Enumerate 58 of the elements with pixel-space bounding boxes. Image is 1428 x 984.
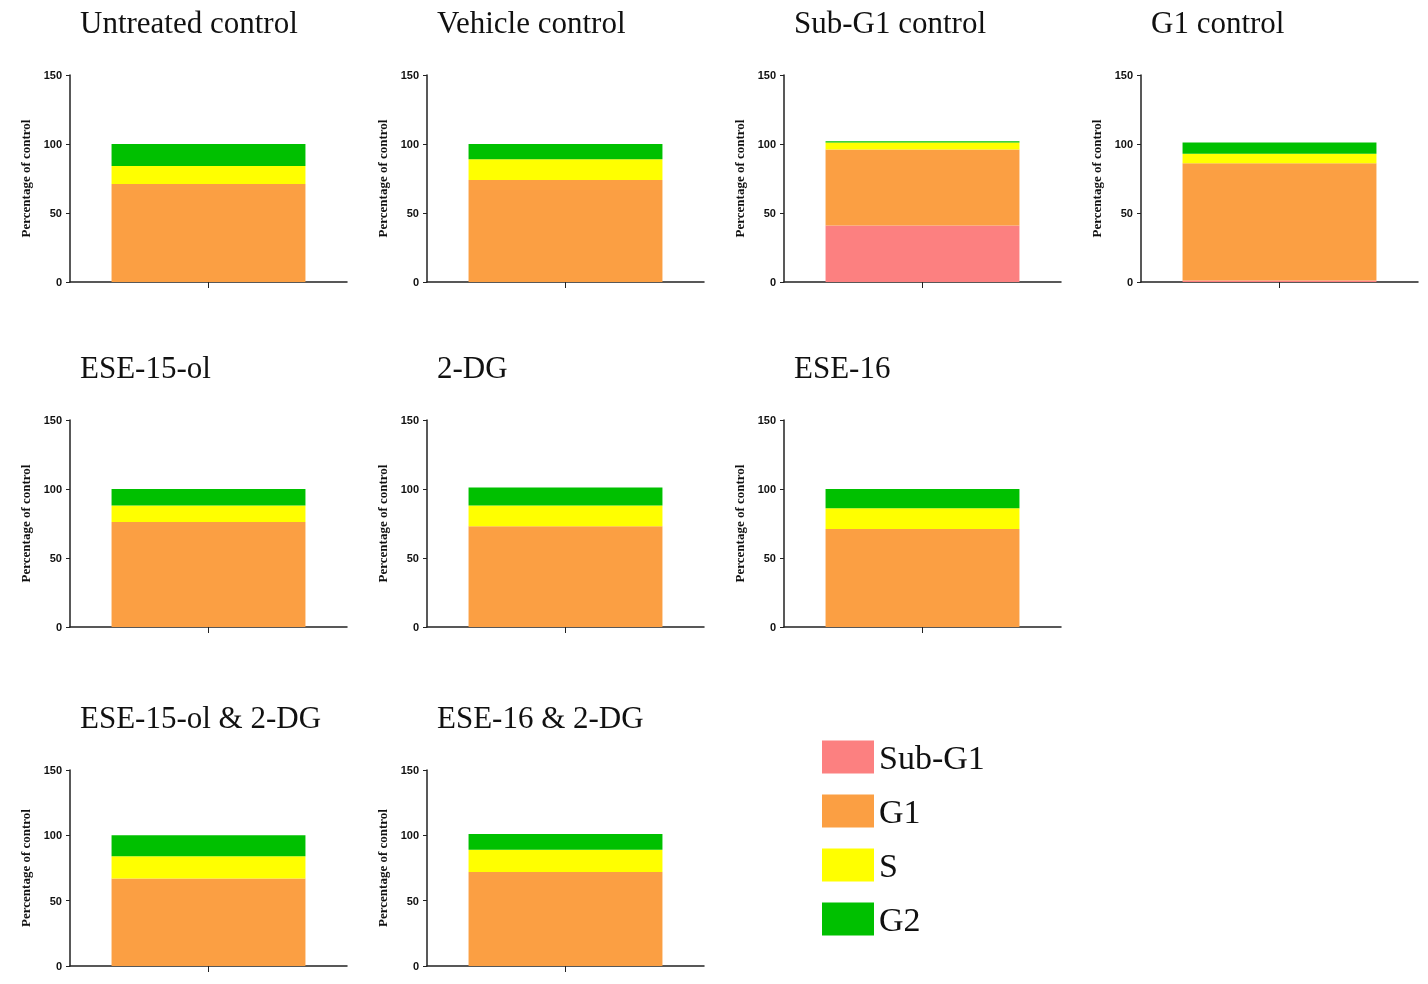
y-tick-label: 50 [1120,207,1133,219]
y-tick-label: 0 [1126,276,1133,288]
y-tick-label: 150 [400,764,419,776]
y-axis-title: Percentage of control [375,808,390,927]
y-tick-label: 150 [400,69,419,81]
y-tick-label: 100 [757,483,776,495]
y-tick-label: 100 [400,829,419,842]
y-tick-label: 0 [55,276,62,288]
y-tick-label: 100 [43,138,62,150]
legend-label: G1 [879,792,921,830]
y-tick-label: 100 [43,483,62,495]
legend-label: Sub-G1 [879,738,985,776]
y-tick-label: 50 [49,552,62,564]
legend-label: G2 [879,900,921,938]
y-tick-label: 50 [406,207,419,219]
y-tick-label: 50 [49,207,62,219]
chart-title: Sub-G1 control [794,5,987,40]
y-tick-label: 150 [1114,69,1133,81]
y-tick-label: 50 [763,207,776,219]
y-tick-label: 150 [400,414,419,426]
y-tick-label: 0 [412,960,419,972]
y-axis-title: Percentage of control [1089,119,1104,238]
chart-title: ESE-16 & 2-DG [437,700,644,735]
y-tick-label: 50 [49,894,62,907]
y-tick-label: 0 [769,276,776,288]
chart-title: Vehicle control [437,5,626,40]
chart-title: ESE-16 [794,350,891,385]
y-tick-label: 0 [412,621,419,633]
y-tick-label: 100 [757,138,776,150]
y-axis-title: Percentage of control [375,119,390,238]
legend-label: S [879,846,898,884]
y-axis-title: Percentage of control [18,808,33,927]
chart-title: ESE-15-ol & 2-DG [80,700,322,735]
y-tick-label: 50 [763,552,776,564]
y-tick-label: 100 [400,483,419,495]
y-tick-label: 150 [43,69,62,81]
chart-title: 2-DG [437,350,508,385]
y-axis-title: Percentage of control [375,464,390,583]
chart-title: G1 control [1151,5,1285,40]
y-tick-label: 0 [55,621,62,633]
y-axis-title: Percentage of control [732,119,747,238]
y-axis-title: Percentage of control [18,119,33,238]
y-tick-label: 150 [43,414,62,426]
y-axis-title: Percentage of control [732,464,747,583]
y-tick-label: 50 [406,894,419,907]
y-tick-label: 100 [43,829,62,842]
y-axis-title: Percentage of control [18,464,33,583]
y-tick-label: 0 [55,960,62,972]
y-tick-label: 50 [406,552,419,564]
chart-title: ESE-15-ol [80,350,211,385]
y-tick-label: 150 [757,69,776,81]
y-tick-label: 0 [769,621,776,633]
y-tick-label: 100 [400,138,419,150]
chart-title: Untreated control [80,5,298,40]
y-tick-label: 100 [1114,138,1133,150]
y-tick-label: 150 [757,414,776,426]
y-tick-label: 0 [412,276,419,288]
y-tick-label: 150 [43,764,62,776]
